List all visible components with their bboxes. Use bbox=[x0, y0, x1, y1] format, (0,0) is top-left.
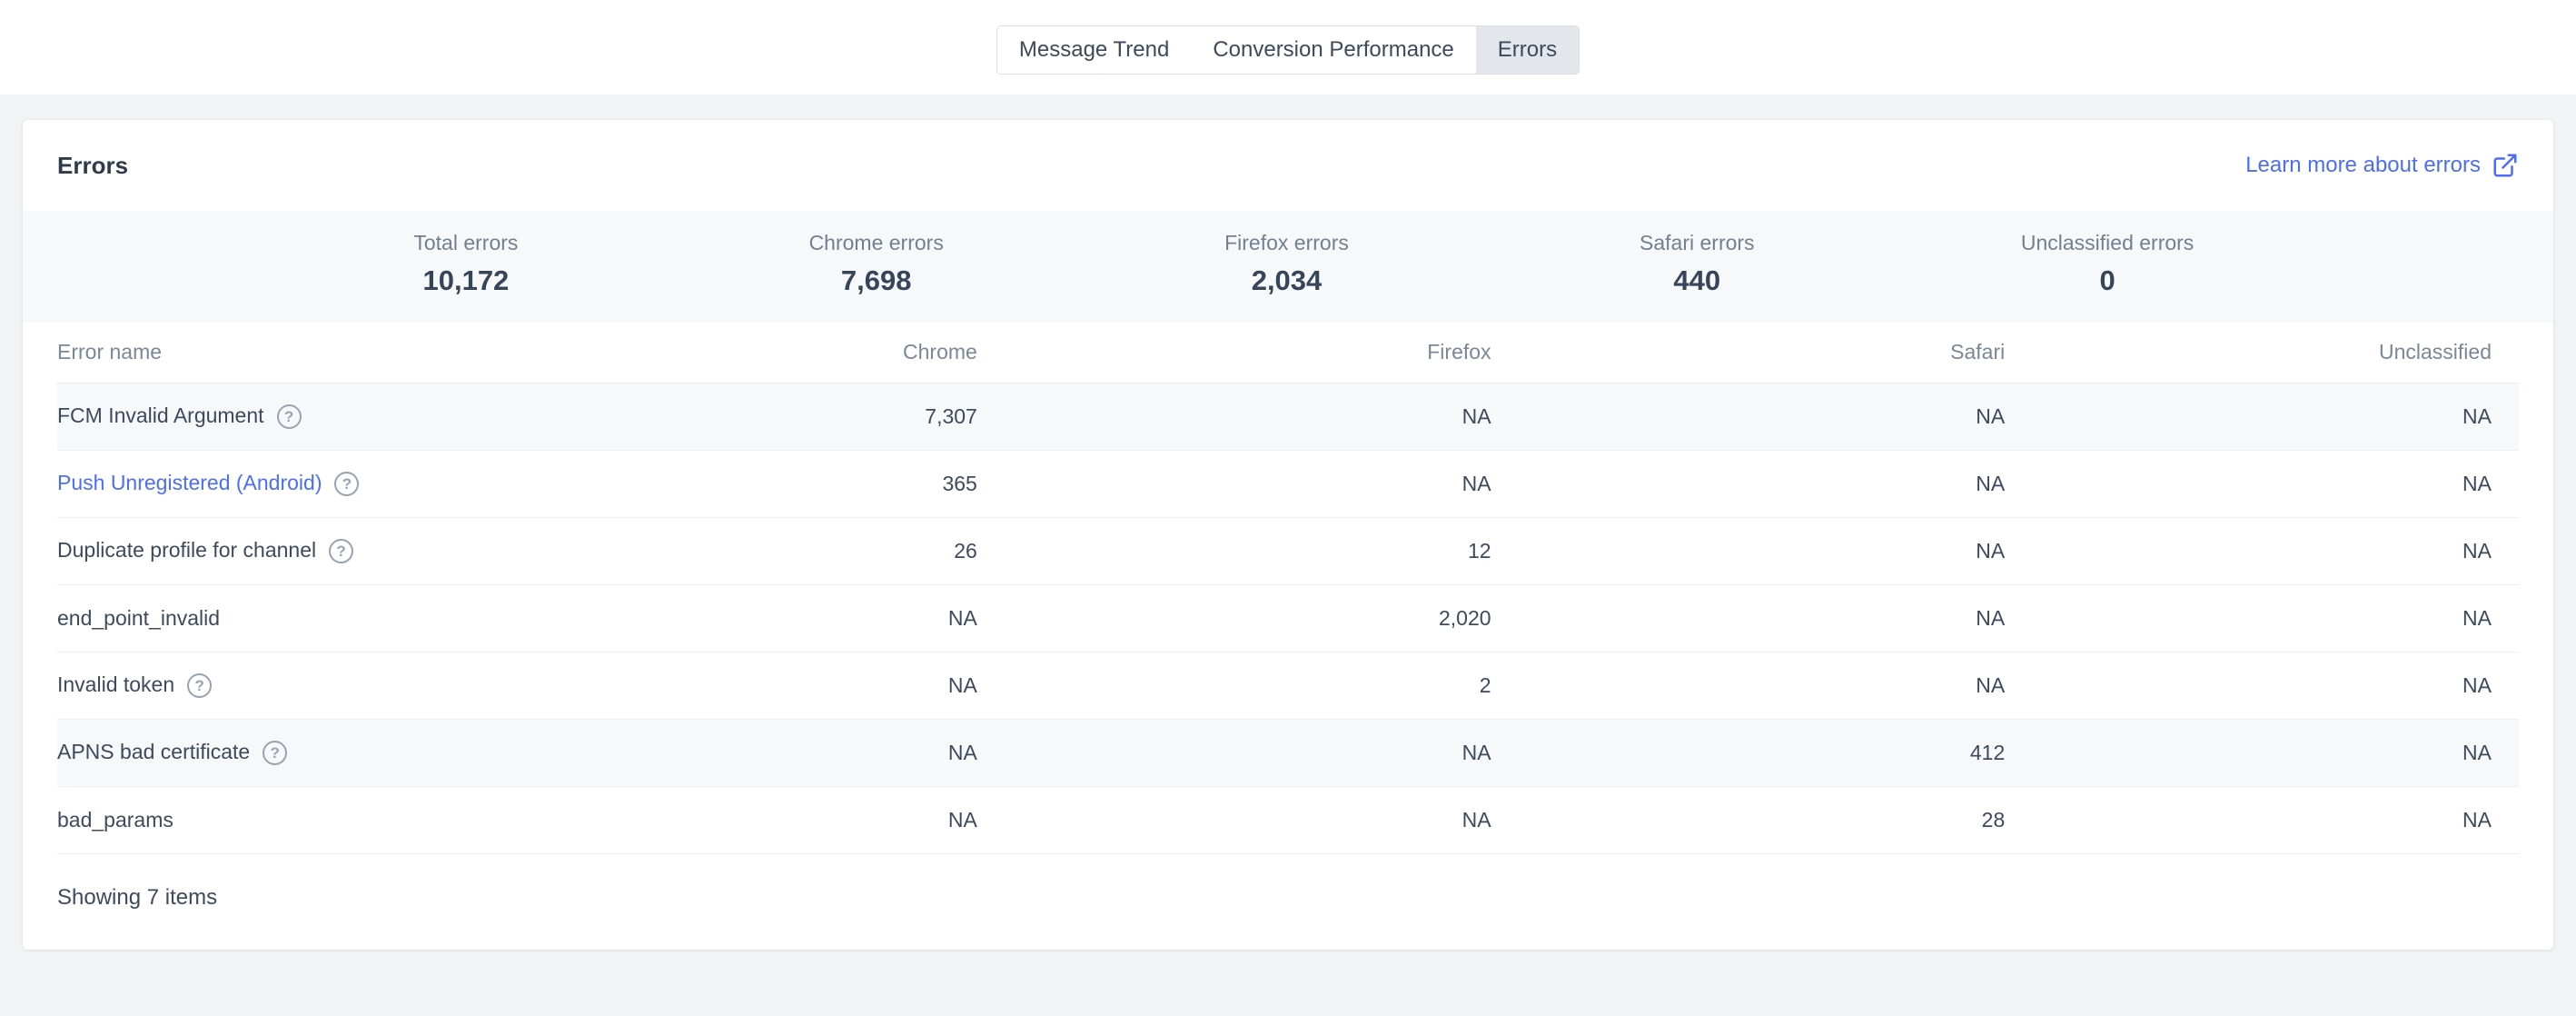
stat-label: Total errors bbox=[413, 231, 519, 254]
question-circle-icon[interactable]: ? bbox=[263, 741, 288, 766]
stat-value: 10,172 bbox=[422, 264, 510, 296]
stat-firefox-errors: Firefox errors 2,034 bbox=[1082, 231, 1492, 323]
stat-label: Safari errors bbox=[1640, 231, 1755, 254]
cell-value: NA bbox=[976, 383, 1491, 451]
error-name-cell: Push Unregistered (Android)? bbox=[57, 450, 464, 518]
table-row: APNS bad certificate? NA NA 412 NA bbox=[57, 719, 2519, 787]
cell-value: NA bbox=[2005, 652, 2519, 720]
cell-value: NA bbox=[2005, 786, 2519, 854]
tab-conversion-performance[interactable]: Conversion Performance bbox=[1191, 26, 1475, 74]
top-band: Message Trend Conversion Performance Error… bbox=[0, 0, 2576, 95]
error-name-cell: bad_params bbox=[57, 786, 464, 854]
stat-chrome-errors: Chrome errors 7,698 bbox=[671, 231, 1082, 323]
column-header-unclassified: Unclassified bbox=[2005, 323, 2519, 383]
stat-safari-errors: Safari errors 440 bbox=[1491, 231, 1902, 323]
table-header-row: Error name Chrome Firefox Safari Unclassifie… bbox=[57, 323, 2519, 383]
stat-label: Unclassified errors bbox=[2020, 231, 2195, 254]
stat-total-errors: Total errors 10,172 bbox=[261, 231, 671, 323]
cell-value: NA bbox=[976, 719, 1491, 787]
question-circle-icon[interactable]: ? bbox=[187, 673, 213, 699]
cell-value: NA bbox=[463, 719, 977, 787]
cell-value: NA bbox=[2005, 584, 2519, 652]
stats-bar: Total errors 10,172 Chrome errors 7,698 Fire… bbox=[23, 211, 2553, 323]
column-header-firefox: Firefox bbox=[976, 323, 1491, 383]
cell-value: NA bbox=[1491, 383, 2006, 451]
cell-value: NA bbox=[1491, 584, 2006, 652]
column-header-safari: Safari bbox=[1491, 323, 2006, 383]
cell-value: NA bbox=[1491, 450, 2006, 518]
question-circle-icon[interactable]: ? bbox=[329, 539, 354, 564]
cell-value: NA bbox=[2005, 517, 2519, 585]
tab-errors[interactable]: Errors bbox=[1475, 26, 1580, 74]
error-name-cell: end_point_invalid bbox=[57, 584, 464, 652]
error-name: APNS bad certificate bbox=[57, 739, 251, 763]
cell-value: 2,020 bbox=[976, 584, 1491, 652]
cell-value: NA bbox=[463, 584, 977, 652]
error-name: FCM Invalid Argument bbox=[57, 403, 264, 427]
error-name: Invalid token bbox=[57, 672, 175, 696]
tab-message-trend[interactable]: Message Trend bbox=[997, 26, 1191, 74]
error-name-cell: APNS bad certificate? bbox=[57, 719, 464, 787]
error-name-cell: Duplicate profile for channel? bbox=[57, 517, 464, 585]
error-name-cell: FCM Invalid Argument? bbox=[57, 383, 464, 451]
cell-value: NA bbox=[976, 786, 1491, 854]
cell-value: 365 bbox=[463, 450, 977, 518]
stat-value: 2,034 bbox=[1251, 264, 1323, 296]
stat-label: Chrome errors bbox=[808, 231, 944, 254]
cell-value: 12 bbox=[976, 517, 1491, 585]
card-header: Errors Learn more about errors bbox=[23, 120, 2553, 211]
cell-value: NA bbox=[976, 450, 1491, 518]
cell-value: NA bbox=[2005, 383, 2519, 451]
errors-table-wrap: Error name Chrome Firefox Safari Unclassifie… bbox=[23, 323, 2553, 911]
error-name: Duplicate profile for channel bbox=[57, 537, 317, 562]
stat-unclassified-errors: Unclassified errors 0 bbox=[1902, 231, 2313, 323]
tab-bar: Message Trend Conversion Performance Error… bbox=[996, 25, 1580, 75]
question-circle-icon[interactable]: ? bbox=[276, 404, 302, 430]
cell-value: 2 bbox=[976, 652, 1491, 720]
table-row: FCM Invalid Argument? 7,307 NA NA NA bbox=[57, 383, 2519, 451]
cell-value: NA bbox=[463, 786, 977, 854]
learn-more-label: Learn more about errors bbox=[2245, 153, 2481, 177]
cell-value: 412 bbox=[1491, 719, 2006, 787]
cell-value: 28 bbox=[1491, 786, 2006, 854]
stat-label: Firefox errors bbox=[1224, 231, 1349, 254]
cell-value: 26 bbox=[463, 517, 977, 585]
table-row: end_point_invalid NA 2,020 NA NA bbox=[57, 584, 2519, 652]
table-row: bad_params NA NA 28 NA bbox=[57, 786, 2519, 854]
stat-value: 440 bbox=[1673, 264, 1721, 296]
cell-value: NA bbox=[2005, 719, 2519, 787]
table-body: FCM Invalid Argument? 7,307 NA NA NA Push Unr… bbox=[57, 383, 2519, 854]
table-row: Push Unregistered (Android)? 365 NA NA NA bbox=[57, 450, 2519, 518]
external-link-icon bbox=[2493, 154, 2517, 177]
items-count: Showing 7 items bbox=[57, 884, 218, 910]
page-title: Errors bbox=[57, 151, 129, 179]
table-row: Duplicate profile for channel? 26 12 NA NA bbox=[57, 517, 2519, 585]
table-row: Invalid token? NA 2 NA NA bbox=[57, 652, 2519, 720]
cell-value: NA bbox=[1491, 517, 2006, 585]
question-circle-icon[interactable]: ? bbox=[334, 472, 360, 497]
error-name: bad_params bbox=[57, 807, 173, 832]
errors-table: Error name Chrome Firefox Safari Unclassifie… bbox=[57, 323, 2519, 854]
cell-value: 7,307 bbox=[463, 383, 977, 451]
error-name-cell: Invalid token? bbox=[57, 652, 464, 720]
cell-value: NA bbox=[1491, 652, 2006, 720]
error-name-link[interactable]: Push Unregistered (Android) bbox=[57, 470, 322, 494]
stat-value: 7,698 bbox=[840, 264, 912, 296]
cell-value: NA bbox=[463, 652, 977, 720]
cell-value: NA bbox=[2005, 450, 2519, 518]
learn-more-link[interactable]: Learn more about errors bbox=[2245, 152, 2519, 179]
stat-value: 0 bbox=[2099, 264, 2115, 296]
column-header-error-name: Error name bbox=[57, 323, 464, 383]
errors-card: Errors Learn more about errors Total err… bbox=[23, 120, 2553, 950]
column-header-chrome: Chrome bbox=[463, 323, 977, 383]
error-name: end_point_invalid bbox=[57, 605, 221, 630]
